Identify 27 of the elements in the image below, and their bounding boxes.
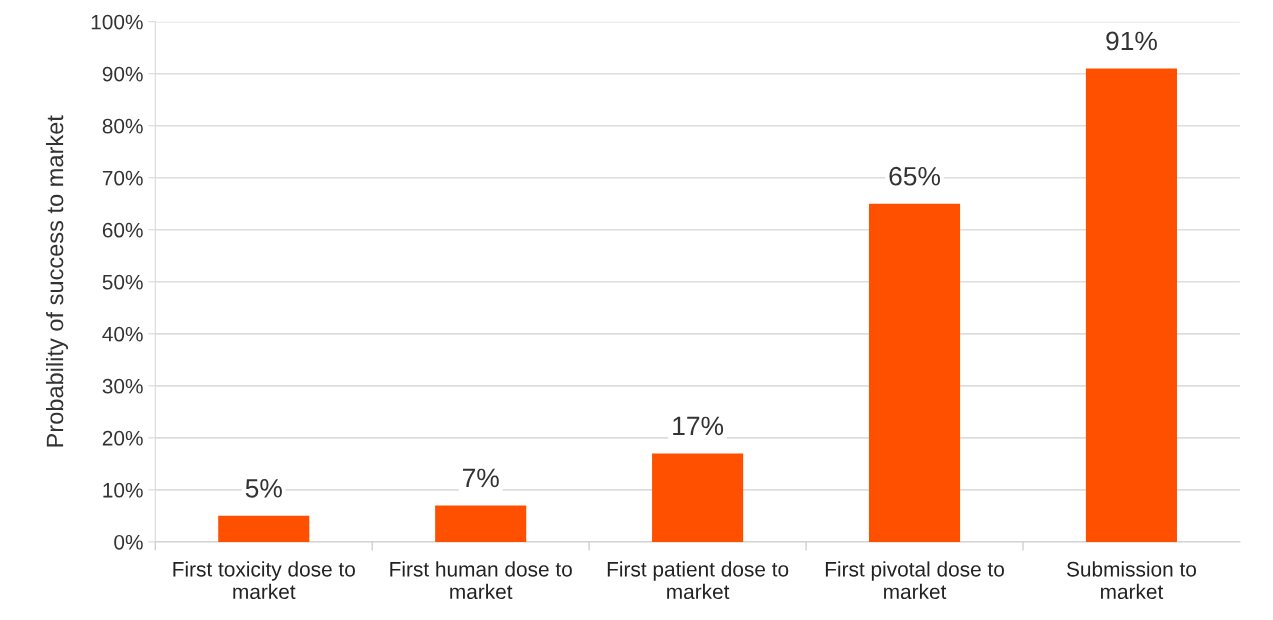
y-tick-label: 70% (102, 170, 143, 186)
bar (435, 505, 527, 542)
y-tick-label: 20% (102, 430, 143, 446)
bar (1085, 68, 1177, 542)
x-tick-label: First human dose to market (390, 561, 572, 600)
y-tick-label: 50% (102, 274, 143, 290)
y-tick-label: 40% (102, 326, 143, 342)
y-tick-label: 60% (102, 222, 143, 238)
x-tick-label: First toxicity dose to market (173, 561, 355, 600)
y-tick-label: 80% (102, 118, 143, 134)
y-axis-title: Probability of success to market (45, 115, 68, 447)
data-label: 91% (1106, 31, 1157, 51)
data-label: 5% (245, 479, 282, 498)
data-label: 17% (673, 416, 724, 436)
y-tick-label: 90% (102, 66, 143, 82)
bar (868, 203, 961, 542)
data-label: 7% (462, 468, 499, 488)
y-tick-label: 30% (102, 378, 143, 394)
bar (218, 515, 310, 542)
data-label: 65% (889, 166, 940, 186)
x-tick-label: First patient dose to market (607, 561, 789, 600)
x-tick-label: Submission to market (1066, 561, 1196, 600)
y-tick-label: 10% (103, 482, 143, 498)
x-tick-label: First pivotal dose to market (825, 561, 1004, 600)
y-tick-label: 0% (114, 534, 143, 550)
bar (652, 453, 744, 542)
y-tick-label: 100% (91, 14, 143, 30)
